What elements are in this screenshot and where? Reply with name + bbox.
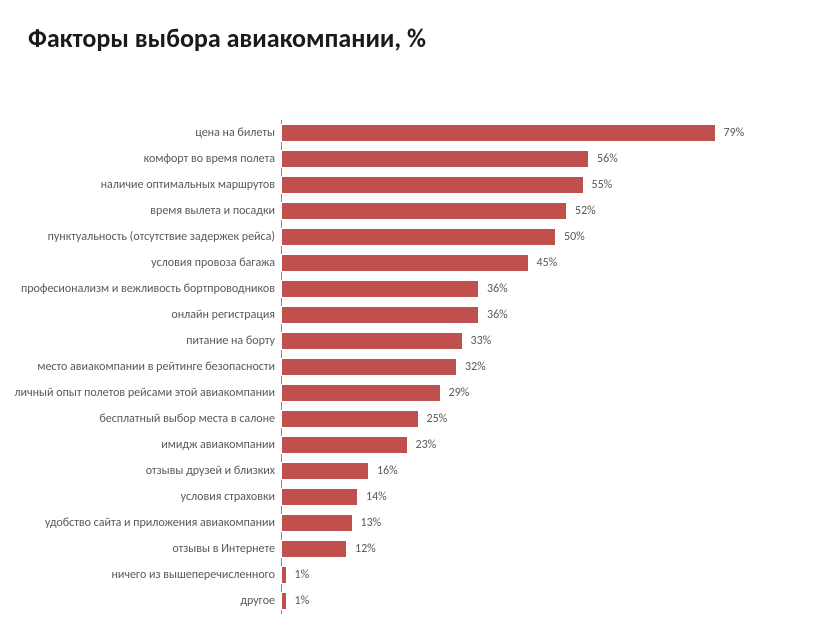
- bar-track: 56%: [281, 146, 819, 172]
- bar-value: 1%: [295, 594, 310, 608]
- bar-label: время вылета и посадки: [0, 204, 281, 218]
- bar-row: комфорт во время полета 56%: [0, 146, 819, 172]
- chart-plot-area: цена на билеты 79% комфорт во время полета…: [0, 120, 819, 614]
- bar-label: ничего из вышеперечисленного: [0, 568, 281, 582]
- bar-value: 1%: [295, 568, 310, 582]
- bar-row: имидж авиакомпании 23%: [0, 432, 819, 458]
- bar-track: 29%: [281, 380, 819, 406]
- bar-value: 36%: [487, 282, 508, 296]
- bar-value: 32%: [465, 360, 486, 374]
- bar-track: 52%: [281, 198, 819, 224]
- bar-label: цена на билеты: [0, 126, 281, 140]
- bar-label: отзывы друзей и близких: [0, 464, 281, 478]
- bar-value: 36%: [487, 308, 508, 322]
- bar-label: условия страховки: [0, 490, 281, 504]
- bar: [281, 514, 353, 532]
- bar-label: онлайн регистрация: [0, 308, 281, 322]
- bar-label: личный опыт полетов рейсами этой авиаком…: [0, 386, 281, 400]
- bar-track: 1%: [281, 588, 819, 614]
- bar-track: 25%: [281, 406, 819, 432]
- bar-label: условия провоза багажа: [0, 256, 281, 270]
- chart-title: Факторы выбора авиакомпании, %: [28, 22, 426, 54]
- bar-label: пунктуальность (отсутствие задержек рейс…: [0, 230, 281, 244]
- bar-track: 12%: [281, 536, 819, 562]
- bar-row: условия страховки 14%: [0, 484, 819, 510]
- bar-value: 16%: [377, 464, 398, 478]
- bar-value: 33%: [471, 334, 492, 348]
- bar-value: 50%: [564, 230, 585, 244]
- bar-track: 23%: [281, 432, 819, 458]
- bar-value: 29%: [449, 386, 470, 400]
- bar-value: 12%: [355, 542, 376, 556]
- bar-row: время вылета и посадки 52%: [0, 198, 819, 224]
- bar-label: другое: [0, 594, 281, 608]
- bar-value: 56%: [597, 152, 618, 166]
- bar: [281, 384, 441, 402]
- bar: [281, 436, 408, 454]
- bar-track: 36%: [281, 276, 819, 302]
- bar-row: наличие оптимальных маршрутов 55%: [0, 172, 819, 198]
- bar-label: место авиакомпании в рейтинге безопаснос…: [0, 360, 281, 374]
- bar: [281, 306, 479, 324]
- bar-row: питание на борту 33%: [0, 328, 819, 354]
- bar-track: 36%: [281, 302, 819, 328]
- bar-row: условия провоза багажа 45%: [0, 250, 819, 276]
- bar-row: ничего из вышеперечисленного 1%: [0, 562, 819, 588]
- bar-track: 55%: [281, 172, 819, 198]
- bar-label: наличие оптимальных маршрутов: [0, 178, 281, 192]
- bar-label: питание на борту: [0, 334, 281, 348]
- bar-track: 50%: [281, 224, 819, 250]
- bar-label: професионализм и вежливость бортпроводни…: [0, 282, 281, 296]
- bar: [281, 462, 369, 480]
- bar-track: 14%: [281, 484, 819, 510]
- bar: [281, 566, 287, 584]
- bar: [281, 358, 457, 376]
- bar-value: 25%: [427, 412, 448, 426]
- bar-track: 13%: [281, 510, 819, 536]
- bar-row: пунктуальность (отсутствие задержек рейс…: [0, 224, 819, 250]
- bar-row: удобство сайта и приложения авиакомпании…: [0, 510, 819, 536]
- bar: [281, 488, 358, 506]
- bar-value: 52%: [575, 204, 596, 218]
- bar: [281, 280, 479, 298]
- bar-value: 13%: [361, 516, 382, 530]
- bar-row: онлайн регистрация 36%: [0, 302, 819, 328]
- bar: [281, 228, 556, 246]
- bar: [281, 176, 584, 194]
- bar: [281, 202, 567, 220]
- bar-track: 16%: [281, 458, 819, 484]
- bar-value: 23%: [416, 438, 437, 452]
- bar: [281, 540, 347, 558]
- bar-track: 45%: [281, 250, 819, 276]
- bar-label: бесплатный выбор места в салоне: [0, 412, 281, 426]
- bar: [281, 150, 589, 168]
- bar-label: отзывы в Интернете: [0, 542, 281, 556]
- bar-row: отзывы друзей и близких 16%: [0, 458, 819, 484]
- bar-value: 45%: [537, 256, 558, 270]
- bar-row: другое 1%: [0, 588, 819, 614]
- bar-row: место авиакомпании в рейтинге безопаснос…: [0, 354, 819, 380]
- bar-row: отзывы в Интернете 12%: [0, 536, 819, 562]
- bar-value: 79%: [724, 126, 745, 140]
- bar: [281, 124, 716, 142]
- bar-label: имидж авиакомпании: [0, 438, 281, 452]
- bar-row: бесплатный выбор места в салоне 25%: [0, 406, 819, 432]
- bar-track: 32%: [281, 354, 819, 380]
- bar-track: 79%: [281, 120, 819, 146]
- bar-track: 33%: [281, 328, 819, 354]
- bar-row: цена на билеты 79%: [0, 120, 819, 146]
- bar-row: личный опыт полетов рейсами этой авиаком…: [0, 380, 819, 406]
- bar: [281, 254, 529, 272]
- bar-row: професионализм и вежливость бортпроводни…: [0, 276, 819, 302]
- bar: [281, 332, 463, 350]
- bar-label: комфорт во время полета: [0, 152, 281, 166]
- bar-value: 55%: [592, 178, 613, 192]
- bar: [281, 592, 287, 610]
- bar: [281, 410, 419, 428]
- bar-label: удобство сайта и приложения авиакомпании: [0, 516, 281, 530]
- bar-value: 14%: [366, 490, 387, 504]
- bar-track: 1%: [281, 562, 819, 588]
